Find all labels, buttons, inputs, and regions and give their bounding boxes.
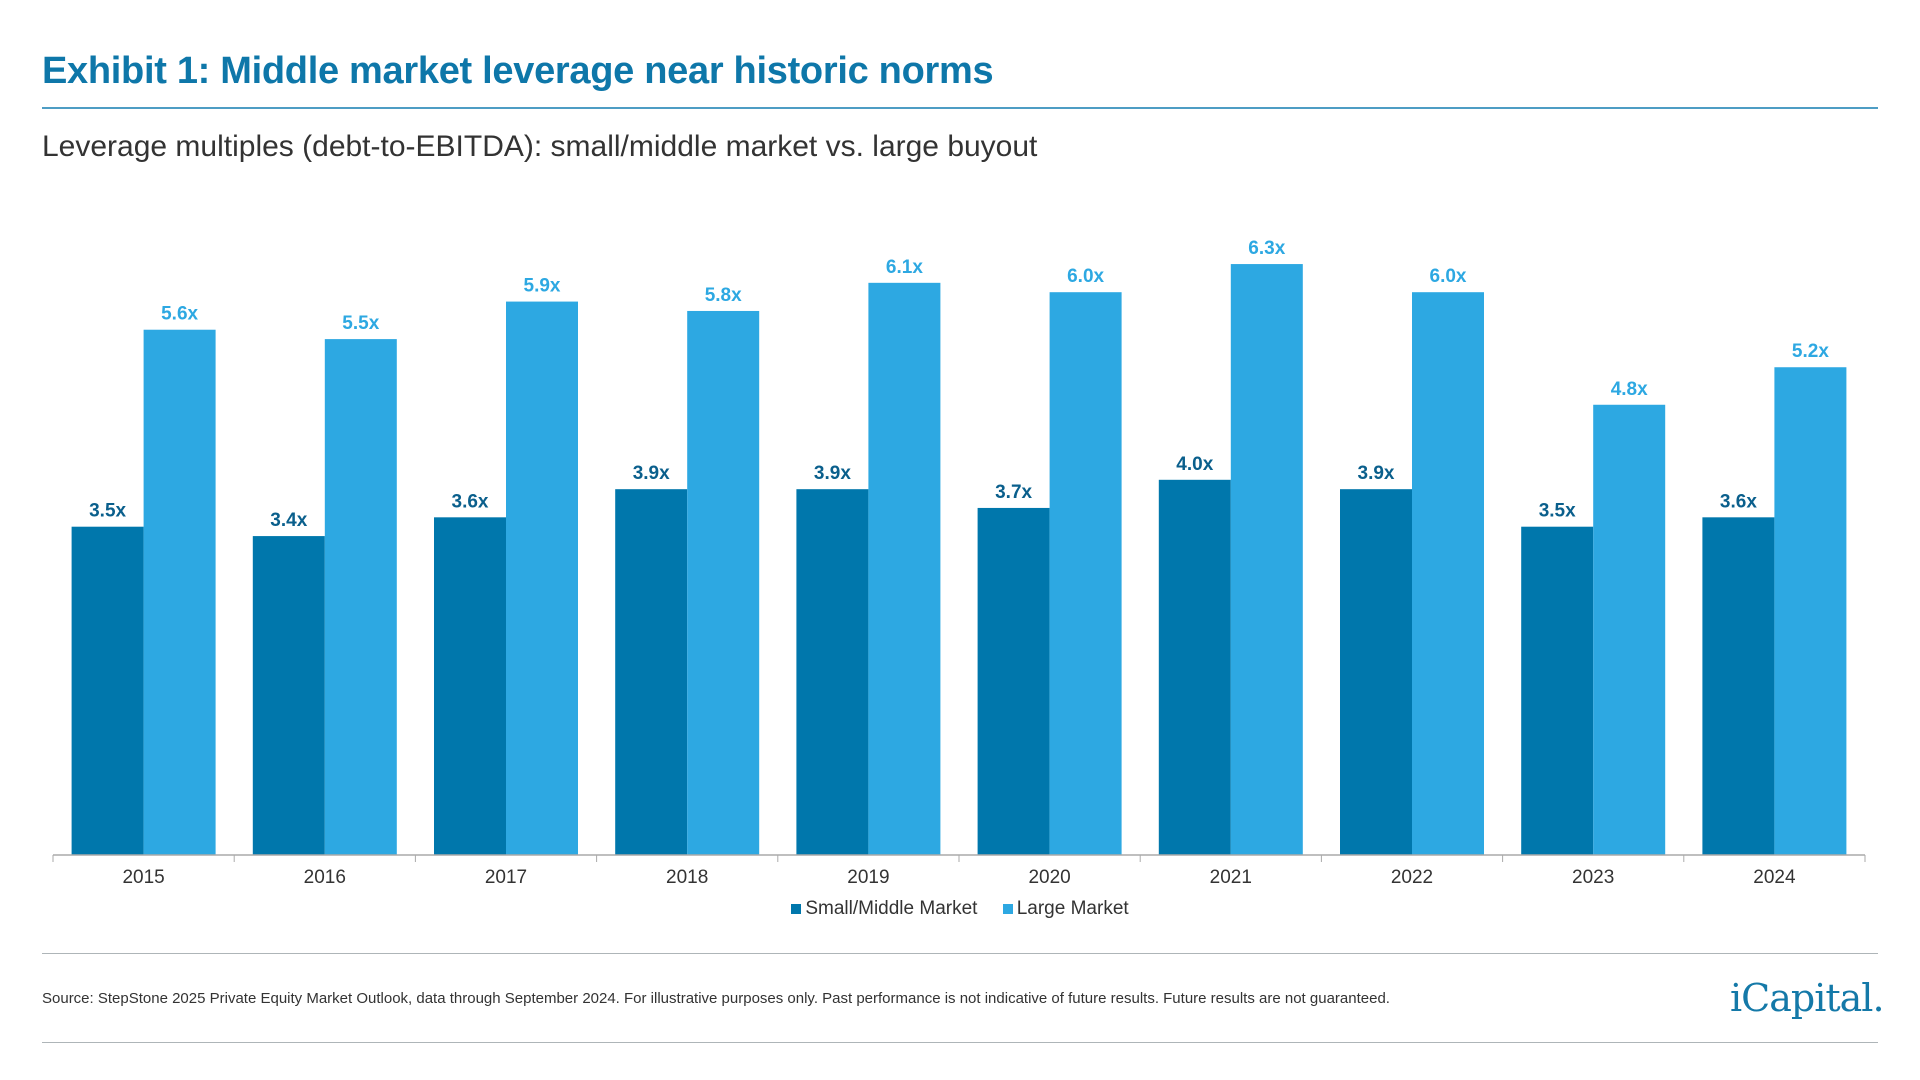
bar-large-2021 — [1230, 264, 1303, 855]
data-label: 6.0x — [1067, 266, 1104, 287]
bar-small-middle-2017 — [434, 517, 506, 855]
legend-item-small-middle: Small/Middle Market — [791, 898, 977, 920]
x-tick-label: 2022 — [1391, 867, 1433, 888]
data-label: 5.8x — [705, 285, 742, 306]
bar-large-2024 — [1774, 367, 1847, 855]
data-label: 5.9x — [524, 276, 561, 297]
bar-small-middle-2019 — [796, 489, 869, 855]
footer-divider — [42, 953, 1878, 954]
legend-label: Large Market — [1016, 898, 1129, 919]
bar-small-middle-2024 — [1702, 517, 1775, 855]
x-tick-label: 2018 — [666, 867, 708, 888]
x-tick-label: 2017 — [485, 867, 527, 888]
bar-small-middle-2023 — [1521, 526, 1594, 855]
data-label: 4.8x — [1611, 379, 1648, 400]
data-label: 3.9x — [1358, 463, 1395, 484]
data-label: 6.3x — [1248, 238, 1285, 259]
data-label: 3.5x — [1539, 501, 1576, 522]
data-label: 5.5x — [342, 313, 379, 334]
bar-small-middle-2021 — [1158, 479, 1231, 855]
data-label: 5.6x — [161, 304, 198, 325]
data-label: 3.7x — [995, 482, 1032, 503]
legend-label: Small/Middle Market — [805, 898, 978, 919]
x-tick-label: 2019 — [847, 867, 889, 888]
bar-large-2016 — [324, 339, 397, 856]
legend-swatch — [791, 904, 802, 914]
bar-large-2015 — [143, 329, 216, 856]
icapital-logo: iCapital. — [1730, 976, 1885, 1020]
legend: Small/Middle Market Large Market — [0, 898, 1920, 920]
bar-small-middle-2020 — [977, 507, 1050, 855]
x-tick-label: 2023 — [1572, 867, 1614, 888]
x-tick-label: 2021 — [1210, 867, 1252, 888]
bar-large-2020 — [1049, 292, 1122, 855]
bar-small-middle-2022 — [1340, 489, 1412, 855]
data-label: 5.2x — [1792, 341, 1829, 362]
data-label: 6.0x — [1430, 266, 1467, 287]
data-label: 3.4x — [270, 510, 307, 531]
legend-swatch — [1002, 904, 1013, 914]
x-tick-label: 2020 — [1028, 867, 1070, 888]
bar-small-middle-2016 — [252, 536, 325, 855]
data-label: 6.1x — [886, 257, 923, 278]
chart-subtitle: Leverage multiples (debt-to-EBITDA): sma… — [42, 130, 1038, 163]
data-label: 3.6x — [1720, 491, 1757, 512]
bar-large-2023 — [1593, 404, 1666, 855]
source-note: Source: StepStone 2025 Private Equity Ma… — [42, 990, 1390, 1007]
bar-large-2019 — [868, 282, 941, 855]
x-tick-label: 2015 — [122, 867, 164, 888]
title-divider — [42, 107, 1878, 109]
bar-small-middle-2015 — [71, 526, 144, 855]
data-label: 3.5x — [89, 501, 126, 522]
bottom-divider — [42, 1042, 1878, 1043]
data-label: 3.9x — [633, 463, 670, 484]
bar-small-middle-2018 — [615, 489, 688, 855]
data-label: 3.6x — [452, 491, 489, 512]
x-tick-label: 2024 — [1753, 867, 1796, 888]
bar-large-2022 — [1412, 292, 1484, 855]
x-tick-label: 2016 — [304, 867, 346, 888]
data-label: 4.0x — [1176, 454, 1213, 475]
legend-item-large: Large Market — [1002, 898, 1129, 920]
chart-title: Exhibit 1: Middle market leverage near h… — [42, 50, 994, 92]
bar-large-2018 — [687, 310, 760, 856]
bar-large-2017 — [506, 301, 578, 856]
data-label: 3.9x — [814, 463, 851, 484]
